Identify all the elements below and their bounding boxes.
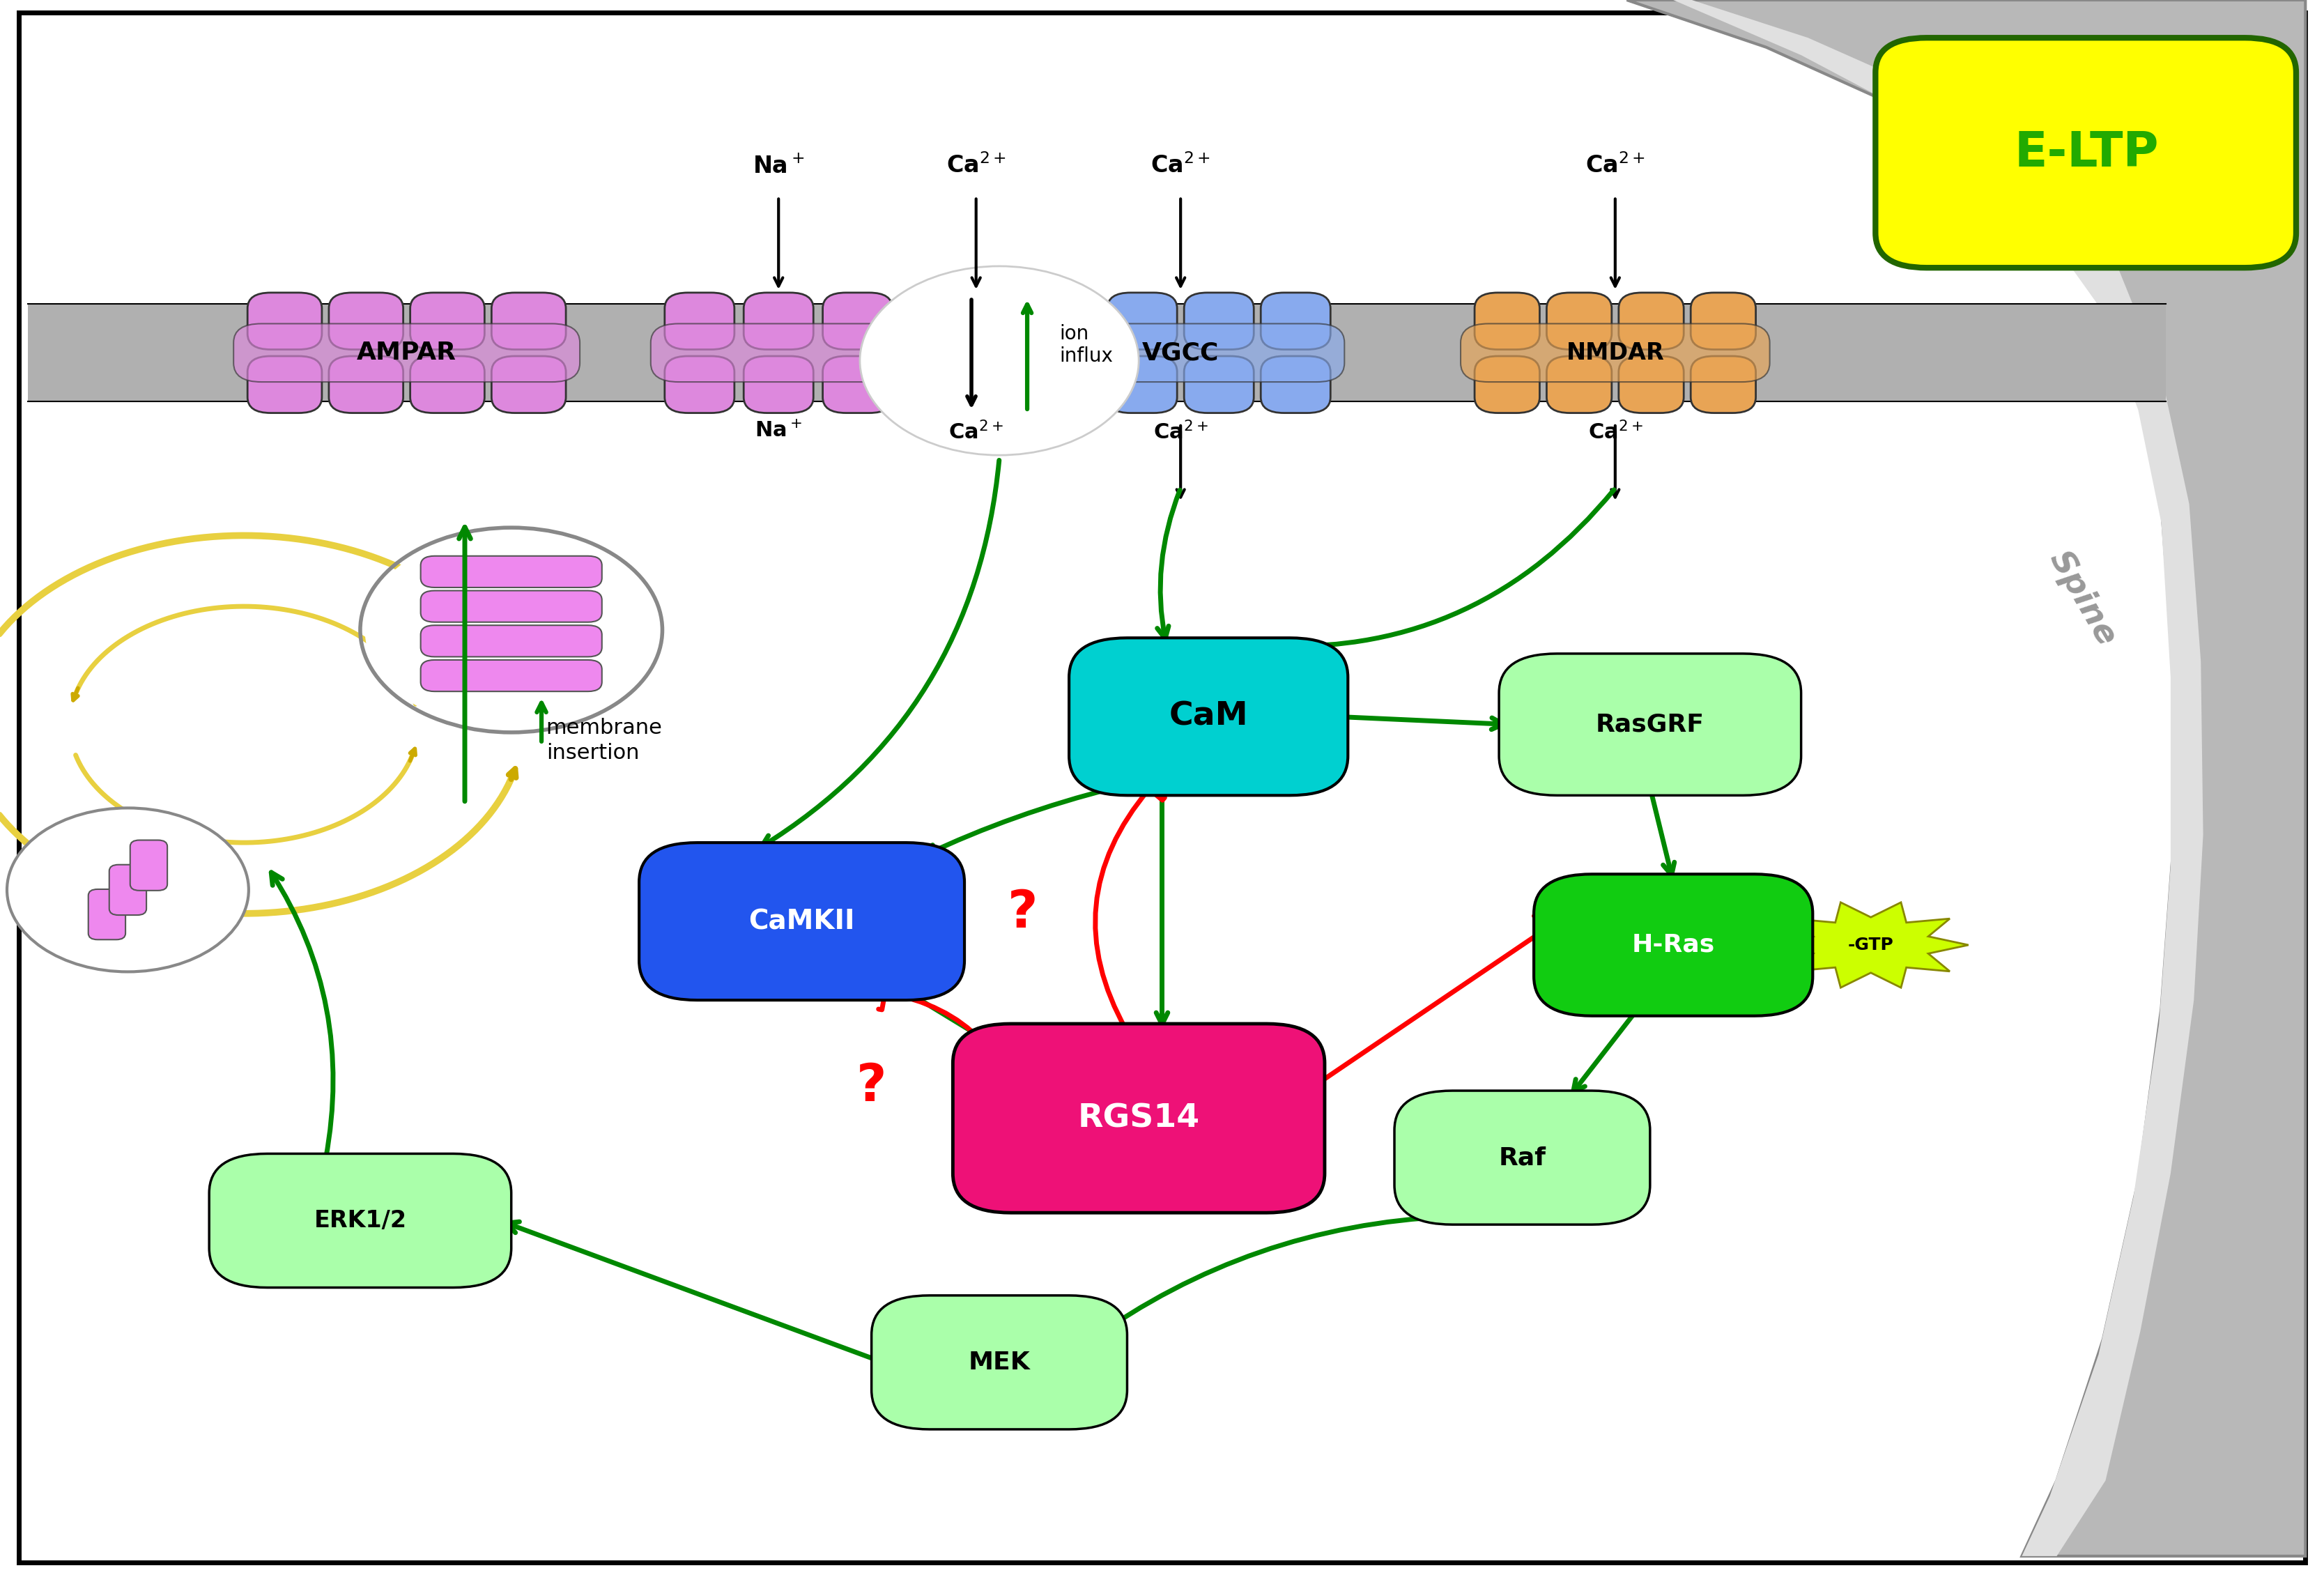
FancyBboxPatch shape — [651, 323, 906, 381]
FancyBboxPatch shape — [872, 1295, 1127, 1430]
FancyBboxPatch shape — [130, 839, 167, 890]
Text: membrane
insertion: membrane insertion — [546, 718, 662, 762]
FancyBboxPatch shape — [421, 625, 602, 657]
FancyBboxPatch shape — [109, 865, 146, 915]
FancyBboxPatch shape — [1030, 293, 1102, 350]
FancyBboxPatch shape — [1106, 293, 1178, 350]
FancyBboxPatch shape — [1183, 293, 1253, 350]
Text: H-Ras: H-Ras — [1631, 932, 1715, 958]
Text: -GTP: -GTP — [1848, 937, 1894, 953]
Text: Ca$^{2+}$: Ca$^{2+}$ — [1587, 421, 1643, 443]
Text: Na$^+$: Na$^+$ — [755, 421, 802, 441]
Text: CaMKII: CaMKII — [748, 909, 855, 934]
Text: Ca$^{2+}$: Ca$^{2+}$ — [946, 154, 1006, 178]
Text: AMPAR: AMPAR — [358, 340, 456, 365]
FancyBboxPatch shape — [823, 356, 892, 413]
FancyBboxPatch shape — [330, 356, 402, 413]
FancyBboxPatch shape — [19, 13, 2305, 1562]
FancyBboxPatch shape — [1690, 293, 1755, 350]
Text: RasGRF: RasGRF — [1597, 712, 1703, 737]
Text: E-LTP: E-LTP — [2015, 129, 2159, 176]
Text: ion
influx: ion influx — [1060, 324, 1113, 365]
Text: Spine: Spine — [2043, 545, 2122, 652]
FancyBboxPatch shape — [1394, 1090, 1650, 1225]
Bar — [28, 304, 2166, 402]
Polygon shape — [1627, 0, 2305, 1556]
FancyBboxPatch shape — [744, 293, 813, 350]
FancyBboxPatch shape — [409, 293, 483, 350]
Circle shape — [860, 266, 1139, 455]
FancyBboxPatch shape — [1106, 356, 1178, 413]
FancyBboxPatch shape — [1183, 356, 1253, 413]
Circle shape — [365, 531, 658, 729]
FancyBboxPatch shape — [330, 293, 402, 350]
Text: Ca$^{2+}$: Ca$^{2+}$ — [948, 421, 1004, 443]
Text: RGS14: RGS14 — [1078, 1102, 1199, 1134]
FancyBboxPatch shape — [744, 356, 813, 413]
FancyBboxPatch shape — [953, 1024, 1325, 1213]
FancyBboxPatch shape — [232, 323, 579, 381]
Polygon shape — [1773, 902, 1968, 988]
Text: Raf: Raf — [1499, 1145, 1545, 1170]
Polygon shape — [1673, 0, 2203, 1556]
Text: ?: ? — [1006, 888, 1039, 939]
Text: Ca$^{2+}$: Ca$^{2+}$ — [1153, 421, 1208, 443]
FancyBboxPatch shape — [1618, 293, 1683, 350]
FancyBboxPatch shape — [246, 293, 321, 350]
FancyBboxPatch shape — [1499, 654, 1801, 795]
FancyBboxPatch shape — [1548, 293, 1613, 350]
FancyBboxPatch shape — [421, 591, 602, 622]
FancyBboxPatch shape — [209, 1153, 511, 1288]
Text: ERK1/2: ERK1/2 — [314, 1210, 407, 1232]
FancyBboxPatch shape — [1534, 874, 1813, 1016]
FancyBboxPatch shape — [1016, 323, 1343, 381]
FancyBboxPatch shape — [1473, 356, 1538, 413]
FancyBboxPatch shape — [1030, 356, 1102, 413]
FancyBboxPatch shape — [88, 890, 125, 940]
FancyBboxPatch shape — [421, 556, 602, 587]
Text: CaM: CaM — [1169, 701, 1248, 732]
FancyBboxPatch shape — [1473, 293, 1538, 350]
Text: MEK: MEK — [969, 1350, 1030, 1375]
FancyBboxPatch shape — [1260, 293, 1329, 350]
FancyBboxPatch shape — [490, 293, 565, 350]
FancyBboxPatch shape — [1690, 356, 1755, 413]
FancyBboxPatch shape — [639, 843, 964, 1000]
Text: NMDAR: NMDAR — [1566, 342, 1664, 364]
Text: Na$^+$: Na$^+$ — [753, 154, 804, 178]
Text: ?: ? — [855, 1062, 888, 1112]
FancyBboxPatch shape — [1875, 38, 2296, 268]
Circle shape — [7, 808, 249, 972]
FancyBboxPatch shape — [490, 356, 565, 413]
FancyBboxPatch shape — [665, 356, 734, 413]
FancyBboxPatch shape — [1548, 356, 1613, 413]
FancyBboxPatch shape — [823, 293, 892, 350]
Text: Ca$^{2+}$: Ca$^{2+}$ — [1585, 154, 1645, 178]
Text: Ca$^{2+}$: Ca$^{2+}$ — [1150, 154, 1211, 178]
FancyBboxPatch shape — [421, 660, 602, 691]
Text: VGCC: VGCC — [1141, 340, 1220, 365]
FancyBboxPatch shape — [665, 293, 734, 350]
FancyBboxPatch shape — [1260, 356, 1329, 413]
FancyBboxPatch shape — [1618, 356, 1683, 413]
FancyBboxPatch shape — [1069, 638, 1348, 795]
FancyBboxPatch shape — [409, 356, 483, 413]
FancyBboxPatch shape — [1459, 323, 1771, 381]
FancyBboxPatch shape — [246, 356, 321, 413]
